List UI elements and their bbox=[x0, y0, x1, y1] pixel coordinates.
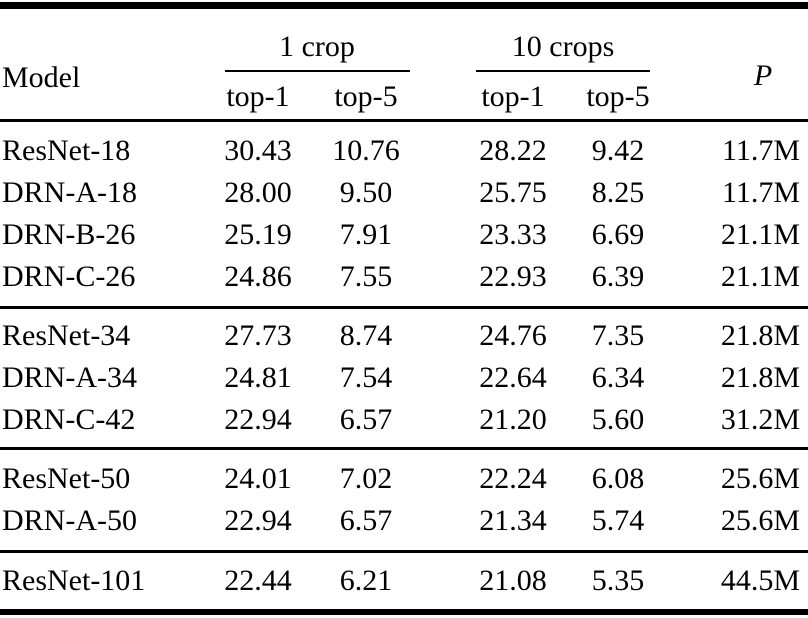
model-name: ResNet-101 bbox=[2, 564, 146, 597]
model-name: DRN-C-26 bbox=[2, 260, 136, 293]
column-header-1crop-top1: top-1 bbox=[226, 80, 290, 113]
table-row: DRN-A-50 22.94 6.57 21.34 5.74 25.6M bbox=[0, 500, 808, 542]
column-header-1crop-top5: top-5 bbox=[334, 80, 398, 113]
crop10-top1-value: 24.76 bbox=[479, 319, 547, 352]
crop10-top1-value: 25.75 bbox=[479, 176, 547, 209]
params-value: 25.6M bbox=[720, 462, 800, 495]
params-value: 21.1M bbox=[720, 260, 800, 293]
crop1-top5-value: 7.54 bbox=[339, 361, 393, 394]
model-name: DRN-A-50 bbox=[2, 504, 137, 537]
model-name: ResNet-34 bbox=[2, 319, 131, 352]
crop1-top5-value: 7.55 bbox=[339, 260, 393, 293]
table-row: DRN-A-34 24.81 7.54 22.64 6.34 21.8M bbox=[0, 357, 808, 399]
model-name: ResNet-18 bbox=[2, 134, 131, 167]
crop1-top1-value: 28.00 bbox=[224, 176, 292, 209]
row-group-50: ResNet-50 24.01 7.02 22.24 6.08 25.6M DR… bbox=[0, 450, 808, 550]
column-group-10-crops: 10 crops bbox=[511, 30, 615, 63]
crop1-top5-value: 10.76 bbox=[332, 134, 400, 167]
column-group-1-crop: 1 crop bbox=[279, 30, 355, 63]
params-value: 11.7M bbox=[721, 176, 800, 209]
row-group-18-26: ResNet-18 30.43 10.76 28.22 9.42 11.7M D… bbox=[0, 122, 808, 306]
table-row: DRN-B-26 25.19 7.91 23.33 6.69 21.1M bbox=[0, 214, 808, 256]
crop10-top1-value: 28.22 bbox=[479, 134, 547, 167]
crop1-top5-value: 6.57 bbox=[339, 403, 393, 436]
crop10-top5-value: 5.35 bbox=[591, 564, 645, 597]
column-header-params: P bbox=[753, 59, 773, 92]
row-group-101: ResNet-101 22.44 6.21 21.08 5.35 44.5M bbox=[0, 553, 808, 609]
crop10-top5-value: 6.39 bbox=[591, 260, 645, 293]
model-name: ResNet-50 bbox=[2, 462, 131, 495]
crop1-top1-value: 22.94 bbox=[224, 403, 292, 436]
crop10-top1-value: 23.33 bbox=[479, 218, 547, 251]
crop1-top1-value: 24.86 bbox=[224, 260, 292, 293]
crop10-top5-value: 6.08 bbox=[591, 462, 645, 495]
crop1-top1-value: 24.81 bbox=[224, 361, 292, 394]
crop10-top1-value: 21.34 bbox=[479, 504, 547, 537]
crop1-top1-value: 24.01 bbox=[224, 462, 292, 495]
params-value: 31.2M bbox=[720, 403, 800, 436]
crop1-top1-value: 30.43 bbox=[224, 134, 292, 167]
group-separator-rule bbox=[0, 306, 808, 309]
cmidrule-1-crop bbox=[225, 70, 410, 72]
model-name: DRN-A-34 bbox=[2, 361, 137, 394]
column-header-10crops-top5: top-5 bbox=[586, 80, 650, 113]
table-row: DRN-A-18 28.00 9.50 25.75 8.25 11.7M bbox=[0, 172, 808, 214]
table-row: ResNet-50 24.01 7.02 22.24 6.08 25.6M bbox=[0, 458, 808, 500]
model-name: DRN-A-18 bbox=[2, 176, 137, 209]
crop10-top5-value: 6.34 bbox=[591, 361, 645, 394]
column-header-model: Model bbox=[2, 61, 81, 94]
params-value: 25.6M bbox=[720, 504, 800, 537]
table-row: ResNet-18 30.43 10.76 28.22 9.42 11.7M bbox=[0, 130, 808, 172]
crop10-top5-value: 7.35 bbox=[591, 319, 645, 352]
crop10-top5-value: 6.69 bbox=[591, 218, 645, 251]
crop1-top1-value: 27.73 bbox=[224, 319, 292, 352]
crop10-top5-value: 8.25 bbox=[591, 176, 645, 209]
params-value: 11.7M bbox=[721, 134, 800, 167]
table-row: ResNet-34 27.73 8.74 24.76 7.35 21.8M bbox=[0, 315, 808, 357]
crop1-top1-value: 22.94 bbox=[224, 504, 292, 537]
crop1-top1-value: 22.44 bbox=[224, 564, 292, 597]
row-group-34-42: ResNet-34 27.73 8.74 24.76 7.35 21.8M DR… bbox=[0, 309, 808, 447]
group-separator-rule bbox=[0, 550, 808, 553]
crop10-top1-value: 21.08 bbox=[479, 564, 547, 597]
table-row: DRN-C-26 24.86 7.55 22.93 6.39 21.1M bbox=[0, 256, 808, 298]
crop10-top1-value: 22.24 bbox=[479, 462, 547, 495]
params-value: 44.5M bbox=[720, 564, 800, 597]
crop1-top5-value: 7.02 bbox=[339, 462, 393, 495]
table-top-rule bbox=[0, 2, 808, 9]
crop1-top5-value: 7.91 bbox=[339, 218, 393, 251]
model-name: DRN-C-42 bbox=[2, 403, 136, 436]
crop10-top5-value: 5.60 bbox=[591, 403, 645, 436]
cmidrule-10-crops bbox=[476, 70, 650, 72]
crop1-top5-value: 8.74 bbox=[339, 319, 393, 352]
crop10-top1-value: 22.93 bbox=[479, 260, 547, 293]
model-name: DRN-B-26 bbox=[2, 218, 136, 251]
crop10-top1-value: 22.64 bbox=[479, 361, 547, 394]
group-separator-rule bbox=[0, 447, 808, 450]
params-value: 21.8M bbox=[720, 361, 800, 394]
crop1-top5-value: 6.57 bbox=[339, 504, 393, 537]
header-bottom-rule bbox=[0, 119, 808, 122]
table-row: ResNet-101 22.44 6.21 21.08 5.35 44.5M bbox=[0, 560, 808, 602]
params-value: 21.8M bbox=[720, 319, 800, 352]
crop1-top1-value: 25.19 bbox=[224, 218, 292, 251]
crop10-top5-value: 5.74 bbox=[591, 504, 645, 537]
table-row: DRN-C-42 22.94 6.57 21.20 5.60 31.2M bbox=[0, 399, 808, 441]
crop1-top5-value: 9.50 bbox=[339, 176, 393, 209]
table-bottom-rule bbox=[0, 609, 808, 615]
params-value: 21.1M bbox=[720, 218, 800, 251]
crop1-top5-value: 6.21 bbox=[339, 564, 393, 597]
table-header: Model 1 crop 10 crops top-1 top-5 top-1 … bbox=[0, 9, 808, 119]
crop10-top1-value: 21.20 bbox=[479, 403, 547, 436]
crop10-top5-value: 9.42 bbox=[591, 134, 645, 167]
column-header-10crops-top1: top-1 bbox=[481, 80, 545, 113]
